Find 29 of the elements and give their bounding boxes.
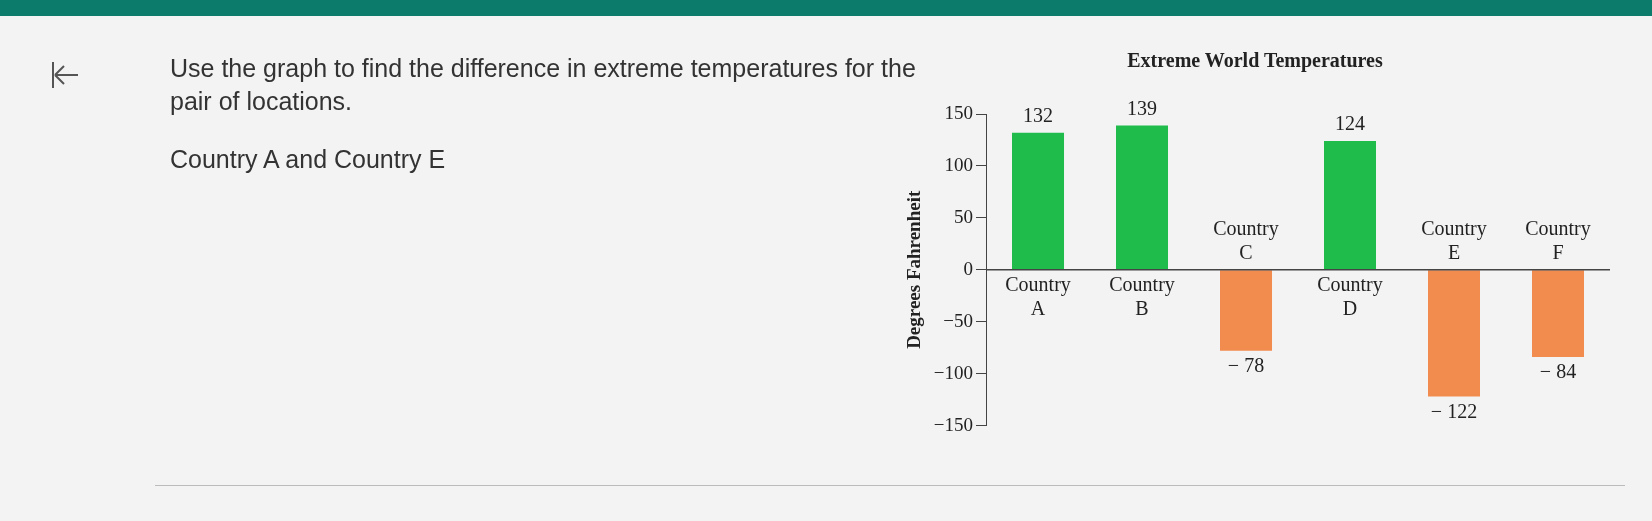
y-tick-label: −50 <box>943 309 974 331</box>
bar <box>1116 125 1169 270</box>
data-label: − 78 <box>1227 354 1265 377</box>
bar <box>1012 132 1065 270</box>
x-tick-label: Country B <box>1109 273 1175 320</box>
y-tick-label: −150 <box>933 413 974 435</box>
x-tick-label: Country C <box>1213 217 1279 264</box>
y-tick-label: 150 <box>944 101 974 123</box>
bar <box>1532 270 1584 358</box>
bar <box>1220 270 1273 351</box>
x-tick-label: Country D <box>1317 273 1383 320</box>
y-axis-title: Degrees Fahrenheit <box>903 190 925 349</box>
data-label: − 84 <box>1539 360 1577 383</box>
x-tick-label: Country F <box>1525 217 1591 264</box>
data-label: 139 <box>1127 96 1158 119</box>
x-tick-label: Country A <box>1005 273 1071 320</box>
y-tick-label: 0 <box>963 257 974 279</box>
y-tick-label: 50 <box>954 205 974 227</box>
data-label: 132 <box>1023 103 1054 126</box>
bar <box>1428 270 1480 397</box>
y-tick-label: 100 <box>944 153 974 175</box>
bar <box>1324 141 1377 270</box>
text: Use the graph to find the difference in extreme temperatures for the pair of locations. <box>170 53 917 117</box>
x-tick-label: Country E <box>1421 217 1487 264</box>
data-label: 124 <box>1335 112 1366 135</box>
text: Country A and Country E <box>170 145 446 174</box>
data-label: − 122 <box>1430 399 1478 422</box>
y-tick-label: −100 <box>933 361 974 383</box>
chart-title: Extreme World Temperatures <box>1127 49 1383 73</box>
